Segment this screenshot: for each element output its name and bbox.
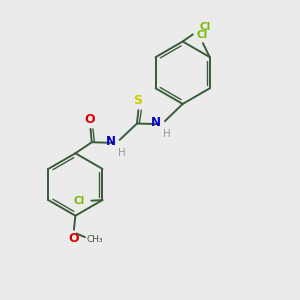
Text: N: N	[151, 116, 161, 129]
Text: CH₃: CH₃	[87, 235, 104, 244]
Text: H: H	[164, 130, 171, 140]
Text: N: N	[106, 136, 116, 148]
Text: O: O	[69, 232, 79, 245]
Text: Cl: Cl	[74, 196, 85, 206]
Text: O: O	[84, 113, 95, 126]
Text: H: H	[118, 148, 126, 158]
Text: S: S	[134, 94, 142, 107]
Text: Cl: Cl	[199, 22, 210, 32]
Text: Cl: Cl	[197, 31, 208, 40]
